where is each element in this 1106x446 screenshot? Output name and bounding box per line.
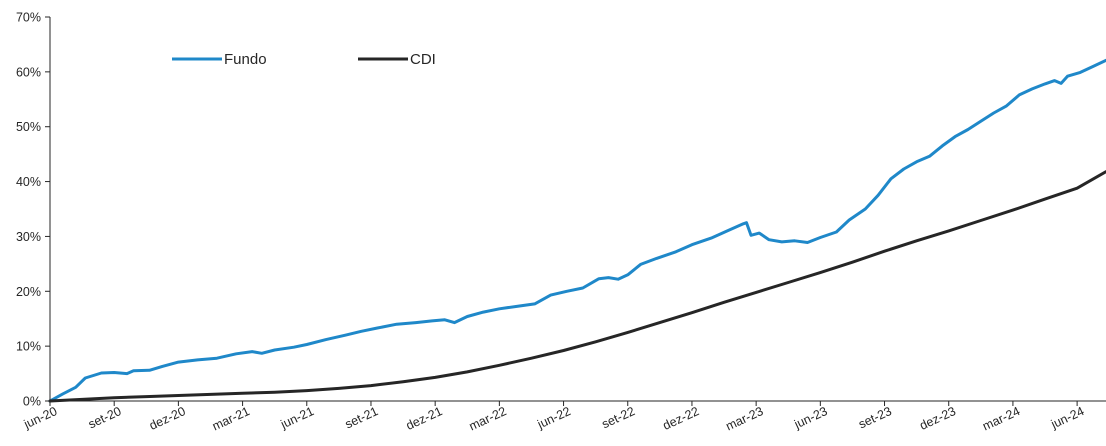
x-tick-label: dez-20: [147, 404, 188, 433]
y-tick-label: 20%: [16, 285, 41, 299]
legend-label-fundo: Fundo: [224, 51, 267, 68]
x-tick-label: mar-21: [210, 404, 252, 433]
x-tick-label: set-21: [343, 404, 380, 431]
x-tick-label: jun-21: [278, 404, 316, 432]
x-tick-label: dez-21: [404, 404, 445, 433]
x-tick-label: jun-22: [535, 404, 573, 432]
x-tick-label: mar-23: [724, 404, 766, 433]
y-tick-label: 70%: [16, 11, 41, 25]
x-tick-label: set-20: [86, 404, 123, 431]
y-tick-label: 60%: [16, 65, 41, 79]
legend-label-cdi: CDI: [410, 51, 436, 68]
y-tick-label: 30%: [16, 230, 41, 244]
x-tick-label: jun-23: [791, 404, 829, 432]
plot-series: [48, 58, 1106, 403]
x-tick-label: jun-24: [1048, 404, 1086, 432]
series-line-fundo: [48, 58, 1106, 403]
y-tick-label: 10%: [16, 340, 41, 354]
x-tick-label: dez-22: [661, 404, 702, 433]
y-tick-label: 50%: [16, 120, 41, 134]
x-tick-label: mar-24: [980, 404, 1022, 433]
x-tick-label: set-23: [856, 404, 893, 431]
y-tick-label: 40%: [16, 175, 41, 189]
x-tick-label: set-22: [600, 404, 637, 431]
series-line-cdi: [48, 170, 1106, 403]
x-tick-label: dez-23: [917, 404, 958, 433]
x-axis: jun-20 set-20 dez-20 mar-21 jun-21 set-21 dez-…: [21, 400, 1106, 433]
legend: Fundo CDI: [172, 51, 436, 68]
y-tick-label: 0%: [23, 395, 41, 409]
y-axis: 0% 10% 20% 30% 40% 50% 60% 70%: [16, 11, 51, 409]
x-tick-label: mar-22: [467, 404, 509, 433]
